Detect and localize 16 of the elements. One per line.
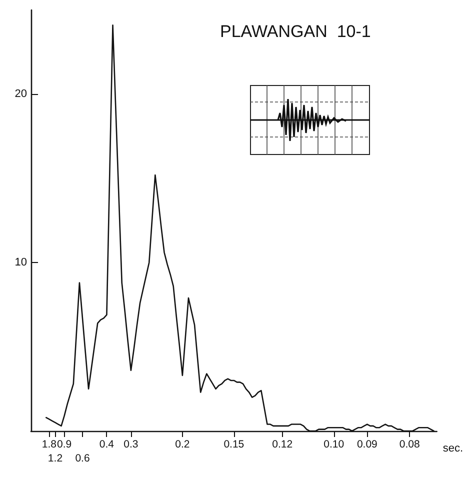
x-tick-label: 1.8	[42, 438, 57, 450]
y-tick-label: 20	[14, 88, 27, 100]
x-tick-label: 0.15	[224, 438, 244, 450]
x-tick-label: 0.3	[124, 438, 138, 450]
x-tick-label: 0.9	[57, 438, 72, 450]
text: PLAWANGAN 10-1	[220, 22, 371, 41]
y-tick-label: 10	[14, 256, 27, 269]
x-tick-label: 0.10	[324, 438, 344, 450]
x-tick-label: 0.12	[272, 438, 293, 450]
x-tick-label: 0.09	[356, 438, 378, 450]
x-tick-label: 0.08	[399, 438, 420, 450]
x-axis-title: sec.	[442, 442, 464, 454]
x-tick-label: 0.6	[75, 452, 90, 464]
x-tick-label: 0.2	[175, 438, 190, 450]
x-tick-label: 0.4	[99, 438, 114, 450]
x-tick-label: 1.2	[48, 452, 63, 464]
